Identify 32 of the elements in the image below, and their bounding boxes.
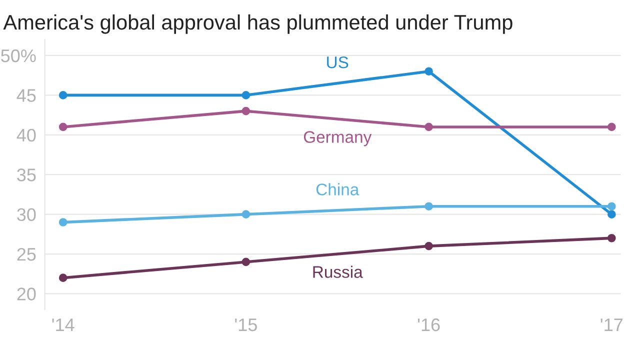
point [607, 122, 616, 132]
point [58, 218, 68, 226]
point [424, 122, 433, 132]
point [242, 106, 250, 116]
x-tick-label: '17 [600, 318, 623, 332]
point [607, 210, 616, 218]
x-tick-label: '15 [235, 318, 257, 332]
point [424, 202, 433, 211]
x-tick-label: '16 [418, 318, 440, 332]
y-tick-label: 45 [16, 89, 36, 102]
point [424, 242, 433, 250]
point [424, 67, 433, 76]
y-tick-label: 25 [17, 248, 36, 261]
point [58, 91, 68, 100]
point [607, 234, 616, 242]
point [607, 202, 616, 211]
series-label: US [327, 56, 348, 68]
point [58, 122, 68, 132]
y-tick-label: 20 [17, 288, 36, 300]
point [242, 210, 250, 218]
point [242, 91, 250, 100]
x-tick-label: '14 [52, 318, 74, 332]
y-tick-label: 35 [17, 168, 36, 182]
series-label: China [316, 183, 360, 196]
y-tick-label: 50% [1, 49, 36, 62]
point [242, 258, 250, 266]
chart-title: America's global approval has plummeted under Trump [3, 14, 512, 34]
series-label: Germany [304, 131, 372, 146]
point [58, 274, 68, 282]
series-label: Russia [313, 266, 363, 278]
y-tick-label: 30 [17, 208, 36, 222]
y-tick-label: 40 [16, 128, 36, 142]
